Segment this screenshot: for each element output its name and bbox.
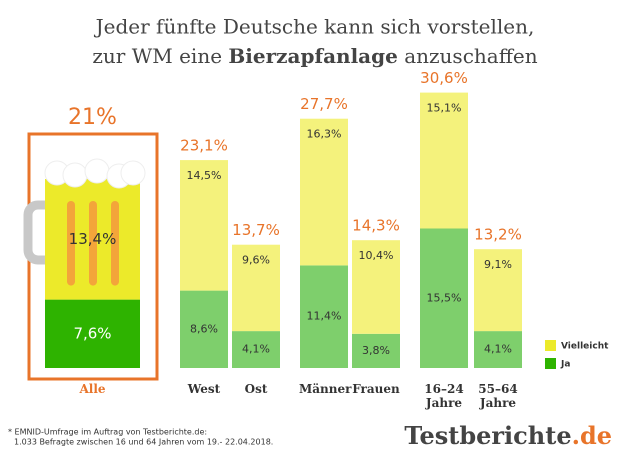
category-label: West xyxy=(187,382,221,396)
value-label: 7,6% xyxy=(73,324,111,342)
value-label: 11,4% xyxy=(307,310,342,323)
value-label: 4,1% xyxy=(484,343,512,356)
value-label: 15,1% xyxy=(427,102,462,115)
category-label: Ost xyxy=(244,382,268,396)
category-label: 55–64 Jahre xyxy=(478,382,518,410)
bar-segment xyxy=(232,331,280,368)
total-label: 30,6% xyxy=(420,69,468,87)
bar-segment xyxy=(474,331,522,368)
total-label: 13,2% xyxy=(474,226,522,244)
value-label: 15,5% xyxy=(427,291,462,304)
mug-foam xyxy=(84,158,110,184)
value-label: 3,8% xyxy=(362,344,390,357)
value-label: 9,1% xyxy=(484,258,512,271)
total-label: 23,1% xyxy=(180,137,228,155)
title-bold: Bierzapfanlage xyxy=(228,44,397,68)
legend-label: Vielleicht xyxy=(561,342,609,352)
bar-segment xyxy=(45,299,140,368)
bar-segment xyxy=(300,265,348,368)
mug-foam xyxy=(62,162,88,188)
value-label: 4,1% xyxy=(242,343,270,356)
value-label: 13,4% xyxy=(69,230,117,248)
title-part: zur WM eine xyxy=(92,44,222,68)
value-label: 8,6% xyxy=(190,322,218,335)
legend-swatch xyxy=(545,358,556,369)
value-label: 9,6% xyxy=(242,254,270,267)
bar-segment xyxy=(474,249,522,332)
mug-foam xyxy=(120,160,146,186)
title-line1: Jeder fünfte Deutsche kann sich vorstell… xyxy=(94,15,535,39)
value-label: 16,3% xyxy=(307,128,342,141)
mug-stripe xyxy=(67,201,75,286)
category-label: 16–24 Jahre xyxy=(424,382,464,410)
total-label: 14,3% xyxy=(352,217,400,235)
total-label: 27,7% xyxy=(300,95,348,113)
total-label: 21% xyxy=(68,105,117,130)
total-label: 13,7% xyxy=(232,221,280,239)
mug-stripe xyxy=(111,201,119,286)
bar-segment xyxy=(232,244,280,332)
value-label: 10,4% xyxy=(359,249,394,262)
category-label: Alle xyxy=(79,382,106,396)
bar-segment xyxy=(300,118,348,266)
legend-label: Ja xyxy=(560,360,570,370)
brand: Testberichte.de xyxy=(404,421,612,450)
footnote: 1.033 Befragte zwischen 16 und 64 Jahren… xyxy=(14,438,273,447)
title-part: anzuschaffen xyxy=(404,44,538,68)
brand-tld: .de xyxy=(572,421,612,450)
bar-segment xyxy=(420,228,468,368)
bar-segment xyxy=(180,160,228,291)
bar-segment xyxy=(420,92,468,229)
brand-name: Testberichte xyxy=(404,421,571,450)
category-label: Frauen xyxy=(352,382,400,396)
category-label: Männer xyxy=(299,382,352,396)
footnote: * EMNID-Umfrage im Auftrag von Testberic… xyxy=(8,428,207,437)
value-label: 14,5% xyxy=(187,169,222,182)
title-line2: zur WM eine Bierzapfanlage anzuschaffen xyxy=(92,44,537,68)
bar-segment xyxy=(352,240,400,334)
mug-stripe xyxy=(89,201,97,286)
bar-segment xyxy=(352,333,400,368)
bar-segment xyxy=(180,290,228,368)
legend-swatch xyxy=(545,340,556,351)
